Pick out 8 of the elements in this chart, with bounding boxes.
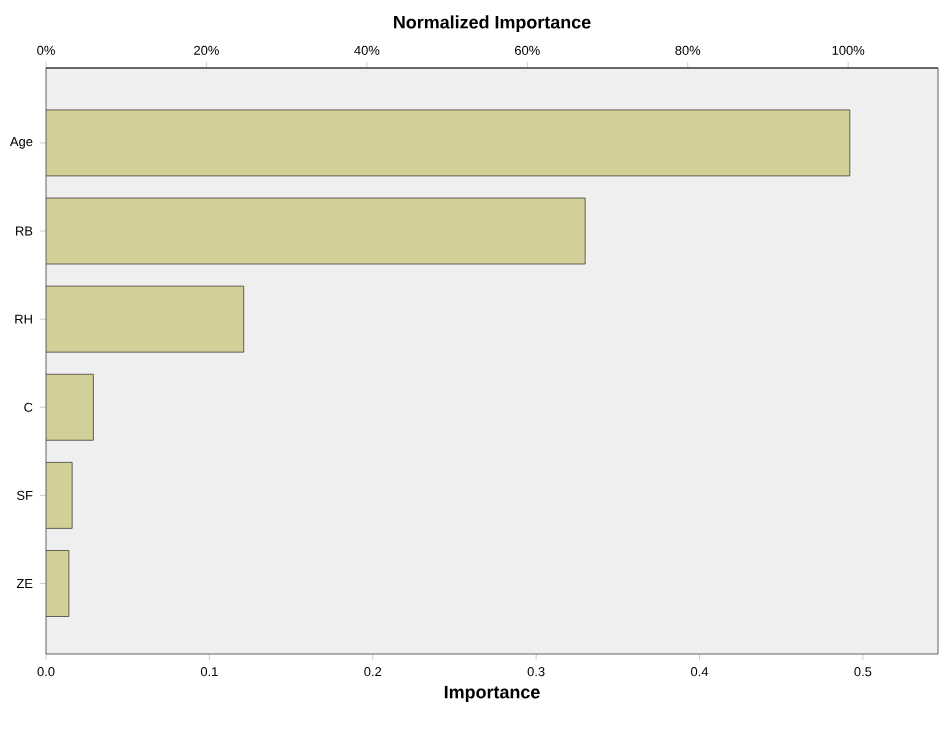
- x-axis-title: Importance: [444, 685, 540, 702]
- bar: [46, 109, 851, 177]
- bar: [46, 462, 73, 529]
- bar: [46, 550, 70, 617]
- bar: [46, 197, 586, 265]
- x2-axis-title: Normalized Importance: [394, 15, 591, 33]
- bar: [46, 285, 245, 353]
- bar: [46, 373, 94, 441]
